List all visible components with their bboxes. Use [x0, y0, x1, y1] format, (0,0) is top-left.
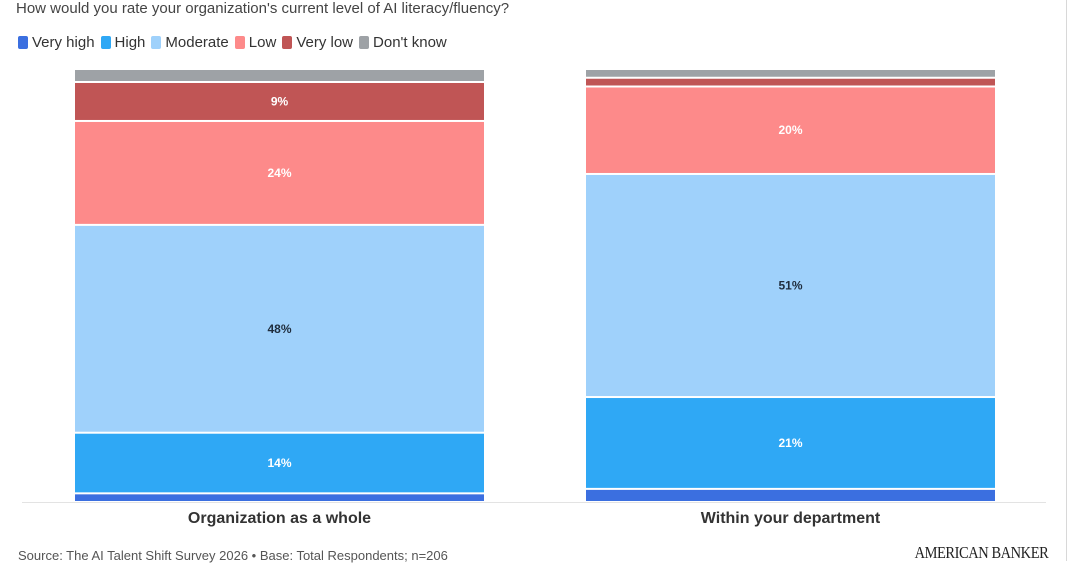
legend-swatch	[234, 36, 245, 49]
legend-swatch	[18, 36, 28, 49]
legend-item-low[interactable]: Low	[234, 34, 277, 51]
bar-segment-within-your-department-low[interactable]	[586, 87, 995, 173]
data-label: 51%	[778, 279, 802, 293]
bar-segment-organization-as-a-whole-don-t-know[interactable]	[75, 70, 484, 81]
legend-label: Low	[248, 34, 277, 51]
bar-segment-within-your-department-moderate[interactable]	[586, 174, 995, 397]
legend-item-moderate[interactable]: Moderate	[151, 34, 229, 51]
legend-label: Moderate	[165, 34, 229, 51]
legend-label: Don't know	[373, 34, 447, 51]
bar-segment-within-your-department-don-t-know[interactable]	[586, 70, 995, 77]
legend-item-high[interactable]: High	[100, 34, 146, 51]
data-label: 9%	[271, 94, 289, 108]
legend-item-very-low[interactable]: Very low	[282, 34, 353, 51]
legend-swatch	[151, 36, 162, 49]
legend-label: Very low	[296, 34, 354, 51]
bar-segment-organization-as-a-whole-very-low[interactable]	[75, 82, 484, 120]
chart-title: How would you rate your organization's c…	[16, 0, 510, 17]
legend-swatch	[100, 36, 111, 49]
category-label-organization-as-a-whole: Organization as a whole	[188, 510, 371, 527]
bar-segment-organization-as-a-whole-very-high[interactable]	[75, 494, 484, 501]
legend-label: Very high	[32, 34, 95, 51]
chart-legend: Very high High Moderate Low Very low Don't kn…	[18, 34, 453, 51]
data-label: 20%	[778, 123, 802, 137]
data-label: 48%	[267, 322, 291, 336]
source-note: Source: The AI Talent Shift Survey 2026 …	[18, 548, 448, 563]
legend-label: High	[114, 34, 146, 51]
bar-segment-organization-as-a-whole-low[interactable]	[75, 121, 484, 224]
bar-segment-within-your-department-very-high[interactable]	[586, 489, 995, 501]
legend-item-very-high[interactable]: Very high	[18, 34, 95, 51]
bar-segment-within-your-department-high[interactable]	[586, 398, 995, 488]
data-label: 21%	[778, 436, 802, 450]
legend-item-don-t-know[interactable]: Don't know	[359, 34, 447, 51]
category-label-within-your-department: Within your department	[701, 510, 881, 527]
legend-swatch	[359, 36, 370, 49]
data-label: 14%	[267, 456, 291, 470]
legend-swatch	[282, 36, 293, 49]
data-label: 24%	[267, 166, 291, 180]
bar-segment-organization-as-a-whole-moderate[interactable]	[75, 225, 484, 432]
bar-segment-organization-as-a-whole-high[interactable]	[75, 433, 484, 493]
bar-segment-within-your-department-very-low[interactable]	[586, 78, 995, 86]
american-banker-logo: AMERICAN BANKER	[914, 543, 1048, 562]
